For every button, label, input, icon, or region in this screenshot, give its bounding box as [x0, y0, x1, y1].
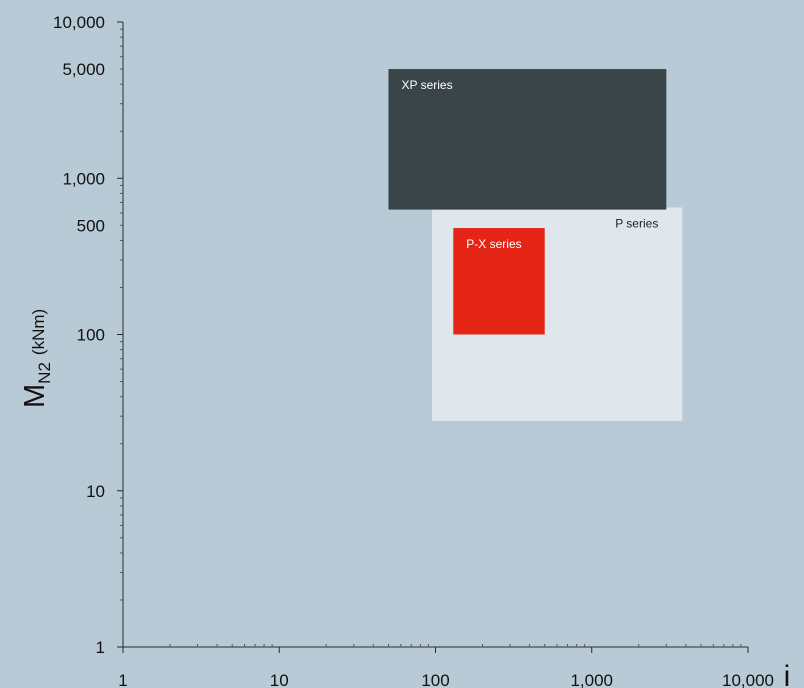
x-tick-label: 10,000 [722, 671, 774, 688]
svg-text:MN2(kNm): MN2 (kNm) [19, 309, 54, 408]
y-axis-title-unit: (kNm) [29, 309, 48, 355]
x-axis-title: i [784, 660, 791, 688]
regions-layer [388, 69, 683, 421]
x-tick-label: 10 [270, 671, 289, 688]
y-tick-label: 5,000 [62, 60, 105, 79]
y-axis-title-subscript: N2 [35, 362, 54, 384]
axes-layer: 1 10 100 1,000 10,000 1 10 100 500 1,000 5,000 10,0… [53, 13, 774, 688]
x-tick-label: 100 [421, 671, 449, 688]
region-p-x-series [453, 228, 545, 335]
y-tick-label: 1 [96, 638, 105, 657]
region-label-p-series: P series [615, 216, 658, 230]
labels-layer: P series XP series P-X series [401, 78, 658, 251]
region-xp-series [388, 69, 667, 210]
region-label-xp-series: XP series [401, 78, 452, 92]
region-label-p-x-series: P-X series [466, 237, 521, 251]
y-axis-title-main: M [19, 384, 51, 408]
y-tick-label: 10,000 [53, 13, 105, 32]
x-tick-label: 1,000 [570, 671, 613, 688]
y-tick-label: 10 [86, 482, 105, 501]
y-tick-label: 1,000 [62, 169, 105, 188]
y-tick-label: 500 [77, 216, 105, 235]
x-tick-label: 1 [118, 671, 127, 688]
y-axis-title: MN2 (kNm) [19, 309, 54, 408]
y-tick-label: 100 [77, 326, 105, 345]
